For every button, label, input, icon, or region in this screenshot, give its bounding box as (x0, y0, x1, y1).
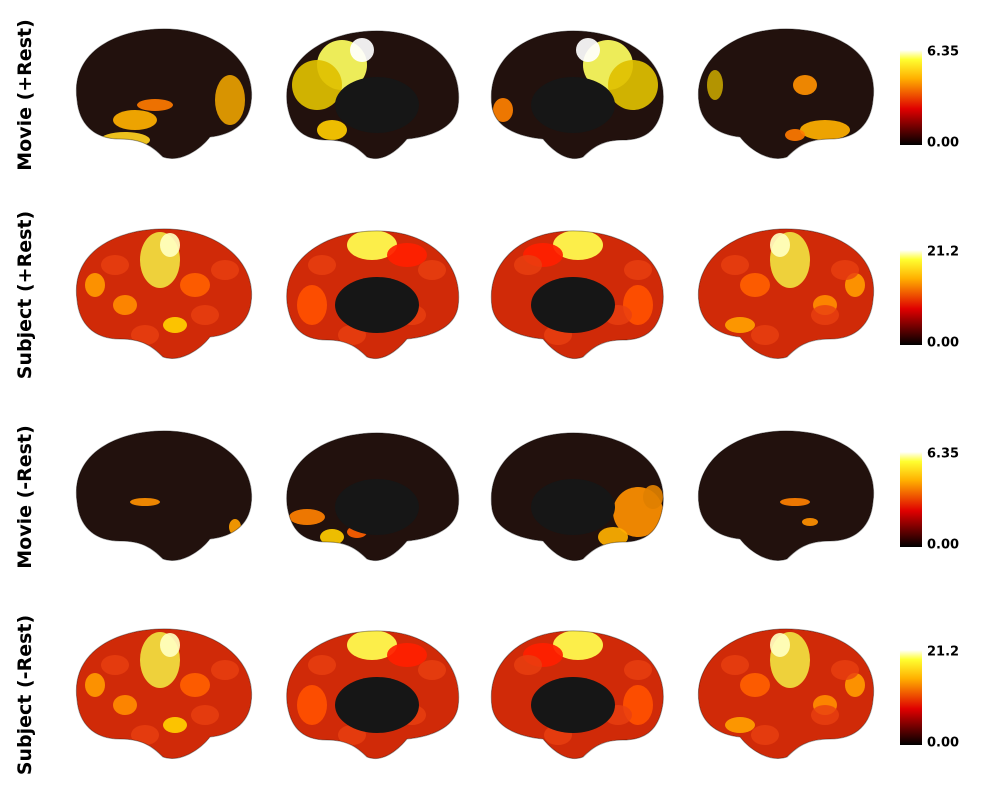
brain-surface (286, 630, 459, 759)
row-label: Movie (-Rest) (14, 425, 36, 569)
brain-surface (491, 30, 664, 159)
row-label: Subject (-Rest) (14, 615, 36, 775)
colorbar-min-label: 0.00 (927, 538, 959, 553)
figure-row: Movie (+Rest) 6.35 0.00 (14, 19, 959, 171)
brain-surface (698, 430, 874, 561)
brain-surface (491, 432, 664, 561)
figure-row: Subject (+Rest) 21.2 0.00 (14, 211, 959, 379)
colorbar-max-label: 21.2 (927, 245, 959, 260)
brain-surface (76, 228, 252, 359)
figure-row: Subject (-Rest) 21.2 0.00 (14, 615, 959, 775)
brain-surface (286, 30, 459, 159)
brain-surface (698, 28, 874, 159)
brain-surface (491, 630, 664, 759)
row-label: Movie (+Rest) (14, 19, 36, 171)
brain-surface (286, 230, 459, 359)
colorbar (900, 650, 922, 745)
colorbar-min-label: 0.00 (927, 336, 959, 351)
brain-surface (76, 430, 252, 561)
colorbar-max-label: 21.2 (927, 645, 959, 660)
brain-surface (491, 230, 664, 359)
brain-surface (286, 432, 459, 561)
figure-row: Movie (-Rest) 6.35 0.00 (14, 425, 959, 569)
row-label: Subject (+Rest) (14, 211, 36, 379)
brain-surface (76, 628, 252, 759)
colorbar-max-label: 6.35 (927, 447, 959, 462)
colorbar (900, 250, 922, 345)
colorbar-min-label: 0.00 (927, 136, 959, 151)
brain-surface (698, 628, 874, 759)
colorbar-max-label: 6.35 (927, 45, 959, 60)
colorbar (900, 452, 922, 547)
colorbar-min-label: 0.00 (927, 736, 959, 751)
colorbar (900, 50, 922, 145)
brain-surface (698, 228, 874, 359)
brain-surface (76, 28, 252, 159)
